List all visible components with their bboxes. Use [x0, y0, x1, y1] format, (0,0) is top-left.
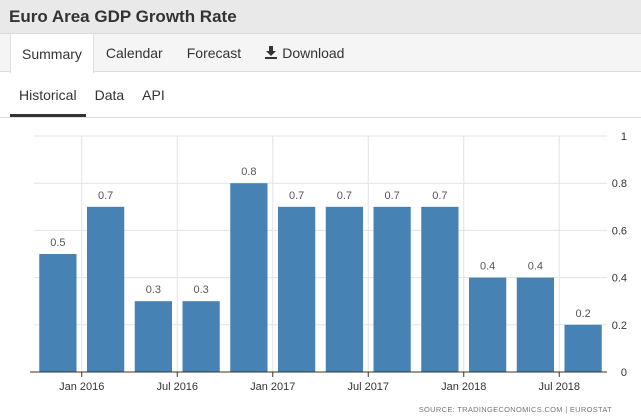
y-tick-label: 1 — [621, 131, 627, 143]
page-title: Euro Area GDP Growth Rate — [9, 6, 237, 26]
source-note: SOURCE: TRADINGECONOMICS.COM | EUROSTAT — [419, 405, 612, 414]
bar-value-label: 0.3 — [146, 284, 161, 296]
x-tick-label: Jan 2018 — [441, 381, 486, 393]
bar-q1-2018 — [469, 277, 507, 372]
bar-value-label: 0.7 — [98, 190, 113, 202]
sub-tabs: Historical Data API — [0, 72, 641, 118]
bar-q1-2017 — [278, 206, 316, 372]
tab-summary-label: Summary — [22, 45, 82, 62]
tab-download[interactable]: Download — [253, 34, 356, 71]
x-tick-label: Jul 2018 — [538, 381, 580, 393]
bar-q3-2018 — [564, 324, 602, 372]
y-tick-label: 0 — [621, 367, 627, 379]
x-tick-label: Jan 2016 — [59, 381, 104, 393]
main-tabs: Summary Calendar Forecast Download — [0, 34, 641, 73]
tab-calendar-label: Calendar — [105, 44, 163, 61]
bar-value-label: 0.7 — [337, 190, 352, 202]
bar-q2-2016 — [134, 301, 172, 372]
bar-value-label: 0.2 — [575, 308, 590, 320]
bar-value-label: 0.4 — [480, 261, 495, 273]
tab-historical[interactable]: Historical — [10, 72, 86, 117]
bar-q2-2018 — [516, 277, 554, 372]
y-tick-label: 0.8 — [612, 178, 627, 190]
tab-calendar[interactable]: Calendar — [94, 34, 175, 71]
tab-summary[interactable]: Summary — [10, 34, 94, 73]
download-icon — [265, 46, 278, 59]
bar-q4-2016 — [230, 183, 268, 372]
gdp-bar-chart: 0 0.2 0.4 0.6 0.8 1 0.5 0.7 0.3 0.3 0.8 0.7 0.7 0.7 0.… — [30, 131, 627, 414]
bar-value-label: 0.7 — [384, 190, 399, 202]
bar-q2-2017 — [325, 206, 363, 372]
bar-value-label: 0.4 — [528, 261, 543, 273]
y-tick-label: 0.2 — [612, 320, 627, 332]
tab-data[interactable]: Data — [86, 72, 134, 117]
x-tick-label: Jul 2016 — [156, 381, 198, 393]
y-tick-label: 0.6 — [612, 225, 627, 237]
bar-value-label: 0.3 — [193, 284, 208, 296]
bar-value-label: 0.7 — [432, 190, 447, 202]
bar-q3-2017 — [373, 206, 411, 372]
tab-historical-label: Historical — [19, 86, 77, 103]
tab-download-label: Download — [282, 44, 345, 61]
bar-q4-2015 — [39, 254, 77, 372]
x-tick-label: Jan 2017 — [250, 381, 295, 393]
tab-forecast-label: Forecast — [186, 44, 242, 61]
bar-value-label: 0.7 — [289, 190, 304, 202]
x-tick-label: Jul 2017 — [347, 381, 389, 393]
y-tick-label: 0.4 — [612, 273, 627, 285]
tab-api[interactable]: API — [133, 72, 174, 117]
title-bar: Euro Area GDP Growth Rate — [0, 0, 641, 34]
tab-forecast[interactable]: Forecast — [175, 34, 253, 71]
tab-data-label: Data — [94, 86, 125, 103]
bar-q4-2017 — [421, 206, 459, 372]
bar-q1-2016 — [87, 206, 125, 372]
bar-value-label: 0.8 — [241, 166, 256, 178]
tab-api-label: API — [142, 86, 165, 103]
bar-q3-2016 — [182, 301, 220, 372]
bar-value-label: 0.5 — [50, 237, 65, 249]
